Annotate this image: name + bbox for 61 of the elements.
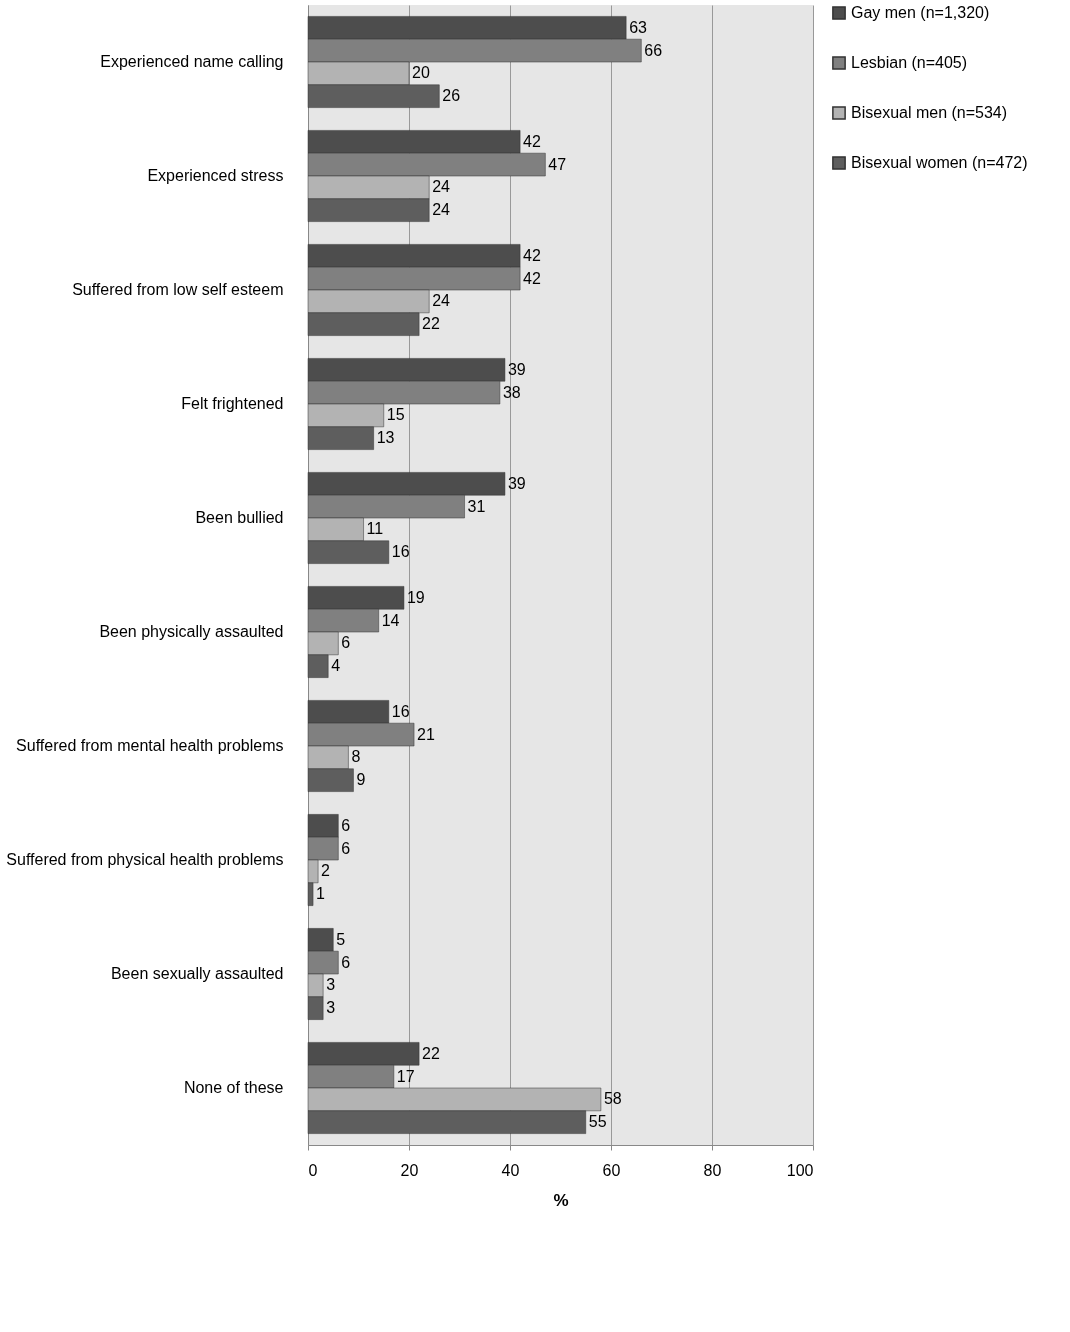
data-label: 1 xyxy=(316,885,326,903)
y-tick-label: Experienced stress xyxy=(147,167,284,184)
data-label: 58 xyxy=(603,1090,622,1108)
data-label: 55 xyxy=(588,1113,607,1131)
data-label: 2 xyxy=(321,862,331,880)
data-label: 4 xyxy=(331,657,341,675)
y-tick-label: Suffered from mental health problems xyxy=(16,737,284,754)
y-tick-label: Suffered from low self esteem xyxy=(72,281,284,298)
data-label: 20 xyxy=(412,64,430,82)
x-axis-title: % xyxy=(553,1190,569,1210)
data-label: 42 xyxy=(523,246,541,264)
data-label: 24 xyxy=(432,201,451,219)
data-label: 21 xyxy=(417,725,435,743)
data-label: 66 xyxy=(644,41,663,59)
data-label: 47 xyxy=(548,155,567,173)
data-label: 15 xyxy=(386,406,405,424)
legend-label: Bisexual men (n=534) xyxy=(851,104,1008,121)
data-label: 14 xyxy=(381,611,400,629)
data-label: 24 xyxy=(432,292,451,310)
data-label: 6 xyxy=(341,634,351,652)
y-tick-label: None of these xyxy=(183,1079,284,1096)
data-label: 22 xyxy=(422,315,440,333)
x-tick-label: 80 xyxy=(703,1161,722,1179)
data-label: 39 xyxy=(507,474,526,492)
legend-label: Bisexual women (n=472) xyxy=(851,154,1028,171)
x-tick-label: 60 xyxy=(602,1161,621,1179)
y-tick-label: Experienced name calling xyxy=(100,53,284,70)
data-label: 6 xyxy=(341,816,351,834)
x-tick-label: 100 xyxy=(786,1161,814,1179)
data-label: 6 xyxy=(341,839,351,857)
data-label: 16 xyxy=(391,702,410,720)
data-label: 17 xyxy=(396,1067,415,1085)
data-label: 3 xyxy=(326,976,336,994)
data-label: 11 xyxy=(366,520,384,538)
legend-label: Lesbian (n=405) xyxy=(851,54,968,71)
x-tick-label: 20 xyxy=(400,1161,419,1179)
data-label: 22 xyxy=(422,1044,440,1062)
data-label: 26 xyxy=(442,87,461,105)
y-tick-label: Felt frightened xyxy=(181,395,284,412)
data-label: 5 xyxy=(336,930,346,948)
data-label: 16 xyxy=(391,543,410,561)
data-label: 24 xyxy=(432,178,451,196)
data-label: 63 xyxy=(629,18,648,36)
data-label: 3 xyxy=(326,999,336,1017)
data-label: 39 xyxy=(507,360,526,378)
data-label: 9 xyxy=(356,771,366,789)
y-tick-label: Been sexually assaulted xyxy=(110,965,284,982)
data-label: 38 xyxy=(502,383,521,401)
data-label: 8 xyxy=(351,748,361,766)
data-label: 19 xyxy=(406,588,425,606)
y-tick-label: Been bullied xyxy=(195,509,284,526)
data-label: 42 xyxy=(523,269,541,287)
data-label: 31 xyxy=(467,497,486,515)
x-tick-label: 0 xyxy=(308,1161,318,1179)
y-tick-label: Suffered from physical health problems xyxy=(6,851,284,868)
y-tick-label: Been physically assaulted xyxy=(99,623,284,640)
data-label: 42 xyxy=(523,132,541,150)
data-label: 13 xyxy=(376,429,395,447)
data-label: 6 xyxy=(341,953,351,971)
legend-label: Gay men (n=1,320) xyxy=(851,4,990,21)
x-tick-label: 40 xyxy=(501,1161,520,1179)
